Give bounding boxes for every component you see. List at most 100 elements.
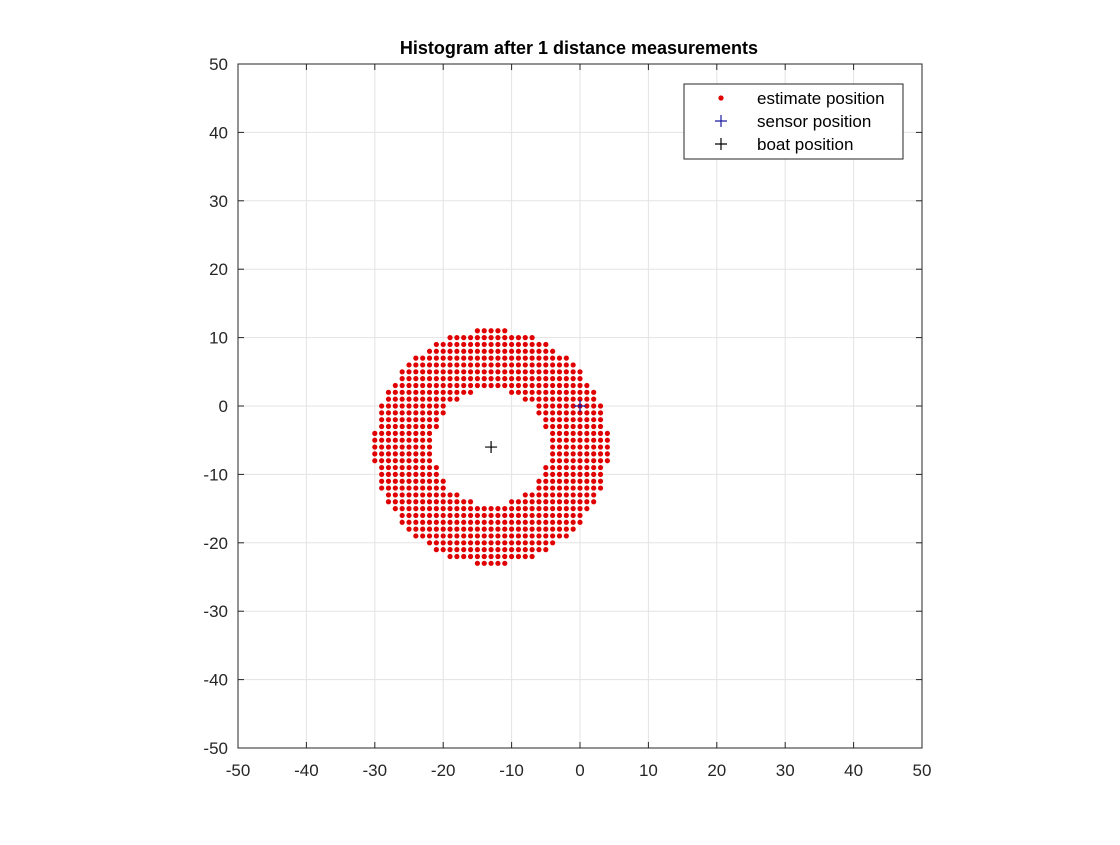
estimate-point <box>522 341 528 348</box>
estimate-point <box>563 533 569 539</box>
estimate-point <box>522 540 528 546</box>
estimate-point <box>426 389 433 395</box>
estimate-point <box>426 458 433 464</box>
estimate-point <box>536 506 542 512</box>
estimate-point <box>584 430 590 436</box>
estimate-point <box>420 492 426 498</box>
estimate-point <box>474 369 480 375</box>
estimate-point <box>433 341 439 348</box>
estimate-point <box>597 437 604 443</box>
estimate-points <box>372 328 610 566</box>
estimate-point <box>461 512 467 519</box>
estimate-point <box>591 451 597 457</box>
estimate-point <box>597 458 604 464</box>
y-tick-label: -50 <box>203 739 228 758</box>
estimate-point <box>550 382 556 389</box>
sensor-marker <box>574 400 586 412</box>
estimate-point <box>529 553 535 560</box>
estimate-point <box>440 348 446 354</box>
estimate-point <box>413 410 419 416</box>
estimate-point <box>529 362 535 368</box>
estimate-point <box>447 492 453 498</box>
estimate-point <box>488 348 494 354</box>
estimate-point <box>543 547 549 553</box>
estimate-point <box>420 430 426 436</box>
estimate-point <box>372 451 378 457</box>
estimate-point <box>502 560 508 566</box>
estimate-point <box>563 464 569 471</box>
estimate-point <box>399 396 405 402</box>
estimate-point <box>474 526 480 532</box>
estimate-point <box>509 533 515 539</box>
estimate-point <box>420 478 426 484</box>
estimate-point <box>550 355 556 361</box>
estimate-point <box>488 355 494 361</box>
estimate-point <box>488 376 494 382</box>
estimate-point <box>433 485 439 491</box>
estimate-point <box>433 540 439 546</box>
estimate-point <box>502 335 508 341</box>
estimate-point <box>379 430 385 436</box>
estimate-point <box>563 506 569 512</box>
estimate-point <box>454 355 460 361</box>
estimate-point <box>597 417 604 423</box>
estimate-point <box>591 464 597 471</box>
estimate-point <box>474 519 480 525</box>
estimate-point <box>515 362 522 368</box>
estimate-point <box>433 362 439 368</box>
estimate-point <box>488 341 494 348</box>
estimate-point <box>556 526 563 532</box>
estimate-point <box>433 389 439 395</box>
estimate-point <box>570 499 576 505</box>
estimate-point <box>406 458 412 464</box>
estimate-point <box>577 389 583 395</box>
estimate-point <box>406 444 412 450</box>
estimate-point <box>509 355 515 361</box>
estimate-point <box>591 499 597 505</box>
estimate-point <box>556 458 563 464</box>
estimate-point <box>502 547 508 553</box>
estimate-point <box>392 410 398 416</box>
estimate-point <box>474 547 480 553</box>
estimate-point <box>392 382 398 389</box>
estimate-point <box>488 335 494 341</box>
estimate-point <box>570 526 576 532</box>
estimate-point <box>399 471 405 477</box>
estimate-point <box>563 430 569 436</box>
estimate-point <box>591 410 597 416</box>
estimate-point <box>563 423 569 430</box>
estimate-point <box>426 471 433 477</box>
estimate-point <box>379 410 385 416</box>
estimate-point <box>379 478 385 484</box>
estimate-point <box>515 376 522 382</box>
estimate-point <box>536 376 542 382</box>
estimate-point <box>522 362 528 368</box>
estimate-point <box>570 464 576 471</box>
estimate-point <box>584 492 590 498</box>
x-tick-label: -30 <box>363 761 388 780</box>
estimate-point <box>556 369 563 375</box>
estimate-point <box>406 410 412 416</box>
estimate-point <box>379 451 385 457</box>
estimate-point <box>556 389 563 395</box>
estimate-point <box>577 382 583 389</box>
estimate-point <box>447 335 453 341</box>
estimate-point <box>509 526 515 532</box>
estimate-point <box>385 423 392 430</box>
estimate-point <box>495 512 501 519</box>
estimate-point <box>522 533 528 539</box>
y-tick-label: -20 <box>203 534 228 553</box>
estimate-point <box>481 512 487 519</box>
estimate-point <box>474 328 480 334</box>
estimate-point <box>447 355 453 361</box>
estimate-point <box>481 348 487 354</box>
estimate-point <box>454 369 460 375</box>
estimate-point <box>447 540 453 546</box>
y-tick-label: 0 <box>219 397 228 416</box>
estimate-point <box>563 478 569 484</box>
estimate-point <box>385 485 392 491</box>
estimate-point <box>454 382 460 389</box>
estimate-point <box>495 382 501 389</box>
estimate-point <box>406 471 412 477</box>
estimate-point <box>502 540 508 546</box>
